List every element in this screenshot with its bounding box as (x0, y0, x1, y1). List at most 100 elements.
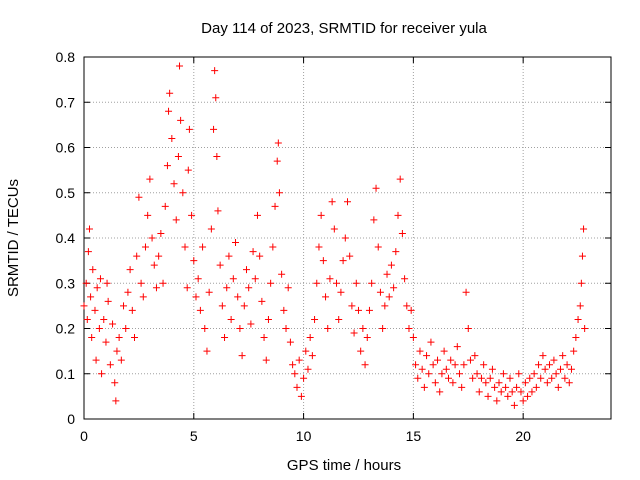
data-point (88, 334, 96, 342)
data-point (106, 361, 114, 369)
data-point (526, 374, 534, 382)
data-point (425, 370, 433, 378)
data-point (192, 293, 200, 301)
data-point (572, 334, 580, 342)
data-point (482, 379, 490, 387)
y-axis-label: SRMTID / TECUs (5, 179, 22, 297)
data-point (506, 374, 514, 382)
data-point (455, 370, 463, 378)
y-tick-label: 0.1 (56, 366, 76, 382)
data-point (495, 379, 503, 387)
data-point (211, 67, 219, 75)
y-tick-label: 0.5 (56, 185, 76, 201)
data-point (104, 297, 112, 305)
data-point (181, 243, 189, 251)
data-point (89, 266, 97, 274)
data-point (403, 302, 411, 310)
data-point (535, 361, 543, 369)
data-point (394, 211, 402, 219)
data-point (434, 356, 442, 364)
data-point (396, 175, 404, 183)
data-point (249, 248, 257, 256)
y-tick-label: 0.3 (56, 275, 76, 291)
data-point (488, 365, 496, 373)
data-point (580, 225, 588, 233)
data-point (469, 374, 477, 382)
data-point (225, 252, 233, 260)
data-point (361, 361, 369, 369)
data-point (565, 379, 573, 387)
data-point (317, 211, 325, 219)
data-point (148, 234, 156, 242)
data-point (552, 370, 560, 378)
data-point (152, 284, 160, 292)
data-point (98, 370, 106, 378)
data-point (326, 275, 334, 283)
data-point (486, 374, 494, 382)
data-point (414, 374, 422, 382)
data-point (385, 293, 393, 301)
data-point (172, 216, 180, 224)
data-point (574, 315, 582, 323)
y-tick-label: 0.6 (56, 140, 76, 156)
data-point (315, 243, 323, 251)
data-point (398, 229, 406, 237)
data-point (284, 284, 292, 292)
data-point (491, 383, 499, 391)
data-point (306, 334, 314, 342)
data-point (418, 365, 426, 373)
data-point (297, 392, 305, 400)
x-axis-label: GPS time / hours (287, 457, 401, 474)
data-point (438, 370, 446, 378)
y-tick-label: 0.2 (56, 321, 76, 337)
data-point (335, 315, 343, 323)
data-point (260, 334, 268, 342)
data-point (122, 325, 130, 332)
x-tick-label: 15 (406, 428, 422, 444)
data-point (581, 325, 589, 332)
data-point (539, 352, 547, 360)
data-point (311, 315, 319, 323)
data-point (274, 139, 282, 147)
data-point (541, 365, 549, 373)
data-point (95, 325, 103, 332)
data-point (218, 302, 226, 310)
data-point (166, 89, 174, 97)
data-point (216, 261, 224, 269)
x-tick-label: 0 (80, 428, 88, 444)
data-point (466, 356, 474, 364)
data-point (524, 392, 532, 400)
data-point (563, 361, 571, 369)
data-point (370, 216, 378, 224)
data-point (84, 248, 92, 256)
data-point (135, 193, 143, 201)
data-point (453, 343, 461, 351)
data-point (519, 397, 527, 405)
data-point (530, 370, 538, 378)
data-point (137, 279, 145, 287)
data-point (528, 388, 536, 396)
data-point (477, 374, 485, 382)
data-point (471, 352, 479, 360)
data-point (407, 306, 415, 314)
data-point (282, 325, 290, 332)
data-point (190, 257, 198, 265)
data-point (427, 338, 435, 346)
data-point (295, 356, 303, 364)
data-point (436, 388, 444, 396)
data-point (556, 365, 564, 373)
data-point (111, 379, 119, 387)
data-point (199, 243, 207, 251)
data-point (550, 356, 558, 364)
data-point (236, 325, 244, 332)
data-point (337, 288, 345, 296)
data-point (420, 383, 428, 391)
data-point (253, 211, 261, 219)
data-point (256, 252, 264, 260)
data-point (165, 107, 173, 115)
data-point (141, 243, 149, 251)
data-point (82, 279, 90, 287)
data-point (120, 302, 128, 310)
data-point (460, 361, 468, 369)
